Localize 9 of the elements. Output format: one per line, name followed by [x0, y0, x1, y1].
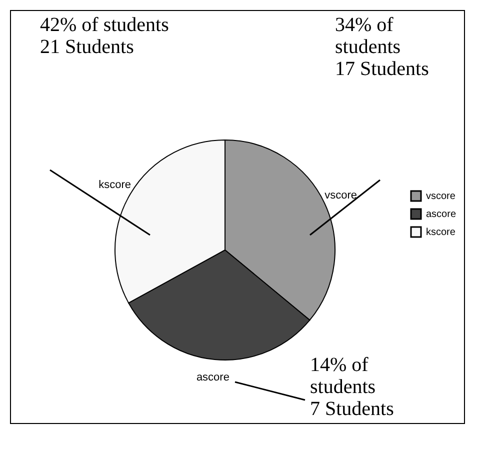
- text: 42% of students 21 Students: [40, 14, 170, 58]
- legend-label: kscore: [426, 227, 456, 238]
- slice-label: kscore: [98, 178, 132, 191]
- slice-label: vscore: [324, 190, 358, 202]
- text: 14% of students 7 Students: [310, 354, 394, 420]
- legend-label: vscore: [426, 191, 456, 202]
- text: 34% of students 17 Students: [335, 14, 430, 80]
- legend-label: ascore: [426, 209, 456, 220]
- slice-label: ascore: [196, 371, 230, 384]
